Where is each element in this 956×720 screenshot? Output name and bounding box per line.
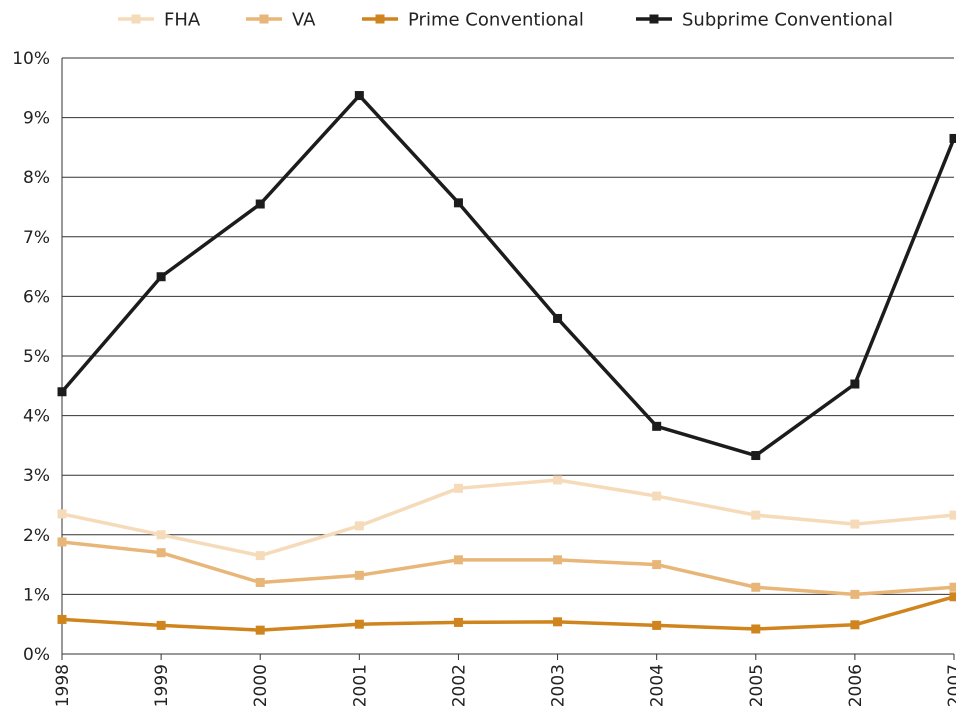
grid (62, 57, 954, 655)
x-tick-label: 1998 (53, 664, 73, 707)
data-point-fha (354, 521, 364, 531)
data-point-prime-conventional (453, 617, 463, 627)
data-point-fha (255, 551, 265, 561)
legend-swatch-marker (259, 14, 269, 24)
y-tick-label: 9% (23, 109, 50, 129)
y-tick-label: 0% (23, 645, 50, 665)
data-point-va (57, 537, 67, 547)
x-tick-label: 2004 (648, 664, 668, 707)
legend-item-subprime-conventional: Subprime Conventional (636, 10, 893, 31)
legend-swatch-marker (131, 14, 141, 24)
y-tick-label: 8% (23, 168, 50, 188)
legend-label: FHA (164, 10, 201, 31)
y-tick-label: 2% (23, 526, 50, 546)
data-point-fha (57, 509, 67, 519)
data-point-subprime-conventional (255, 199, 265, 209)
data-point-fha (553, 475, 563, 485)
axes: 0% 1% 2% 3% 4% 5% 6% 7% 8% 9% 10% 1998 1999 2000 2001 2… (12, 49, 956, 707)
data-point-prime-conventional (354, 619, 364, 629)
legend-swatch-marker (649, 14, 659, 24)
data-point-prime-conventional (156, 620, 166, 630)
x-tick-label: 2002 (449, 664, 469, 707)
data-point-subprime-conventional (553, 313, 563, 323)
data-point-subprime-conventional (751, 451, 761, 461)
x-tick-label: 2003 (549, 664, 569, 707)
data-point-fha (453, 483, 463, 493)
y-tick-label: 1% (23, 585, 50, 605)
x-tick-label: 2006 (846, 664, 866, 707)
data-point-fha (652, 491, 662, 501)
legend-item-va: VA (246, 10, 316, 31)
legend-label: Subprime Conventional (682, 10, 893, 31)
series-group (57, 91, 956, 635)
data-point-subprime-conventional (850, 379, 860, 389)
data-point-subprime-conventional (354, 91, 364, 101)
data-point-subprime-conventional (949, 133, 956, 143)
data-point-va (850, 589, 860, 599)
data-point-subprime-conventional (156, 272, 166, 282)
data-point-prime-conventional (850, 620, 860, 630)
series-line-fha (61, 478, 955, 558)
x-tick-label: 1999 (152, 664, 172, 707)
data-point-prime-conventional (57, 614, 67, 624)
data-point-fha (949, 510, 956, 520)
legend-label: Prime Conventional (408, 10, 584, 31)
data-point-va (751, 582, 761, 592)
legend-item-fha: FHA (118, 10, 201, 31)
data-point-va (156, 548, 166, 558)
data-point-fha (751, 510, 761, 520)
data-point-fha (156, 530, 166, 540)
data-point-subprime-conventional (453, 198, 463, 208)
legend-item-prime-conventional: Prime Conventional (362, 10, 584, 31)
data-point-va (652, 560, 662, 570)
data-point-va (949, 582, 956, 592)
data-point-va (255, 577, 265, 587)
data-point-prime-conventional (949, 592, 956, 602)
y-tick-label: 4% (23, 407, 50, 427)
y-tick-label: 5% (23, 347, 50, 367)
x-tick-label: 2001 (350, 664, 370, 707)
data-point-subprime-conventional (652, 421, 662, 431)
data-point-prime-conventional (255, 625, 265, 635)
data-point-prime-conventional (553, 617, 563, 627)
data-point-va (453, 555, 463, 565)
y-tick-label: 10% (12, 49, 50, 69)
data-point-va (553, 555, 563, 565)
y-tick-label: 6% (23, 287, 50, 307)
data-point-subprime-conventional (57, 387, 67, 397)
data-point-va (354, 570, 364, 580)
series-line-va (61, 540, 955, 597)
x-tick-label: 2005 (747, 664, 767, 707)
series-line-prime-conventional (61, 595, 955, 632)
data-point-fha (850, 519, 860, 529)
legend: FHA VA Prime Conventional Subprime Conventi… (118, 10, 893, 31)
x-tick-label: 2007 (945, 664, 956, 707)
legend-label: VA (292, 10, 316, 31)
x-tick-label: 2000 (251, 664, 271, 707)
legend-swatch-marker (375, 14, 385, 24)
data-point-prime-conventional (751, 624, 761, 634)
data-point-prime-conventional (652, 620, 662, 630)
y-tick-label: 3% (23, 466, 50, 486)
series-line-subprime-conventional (60, 93, 956, 458)
y-tick-label: 7% (23, 228, 50, 248)
